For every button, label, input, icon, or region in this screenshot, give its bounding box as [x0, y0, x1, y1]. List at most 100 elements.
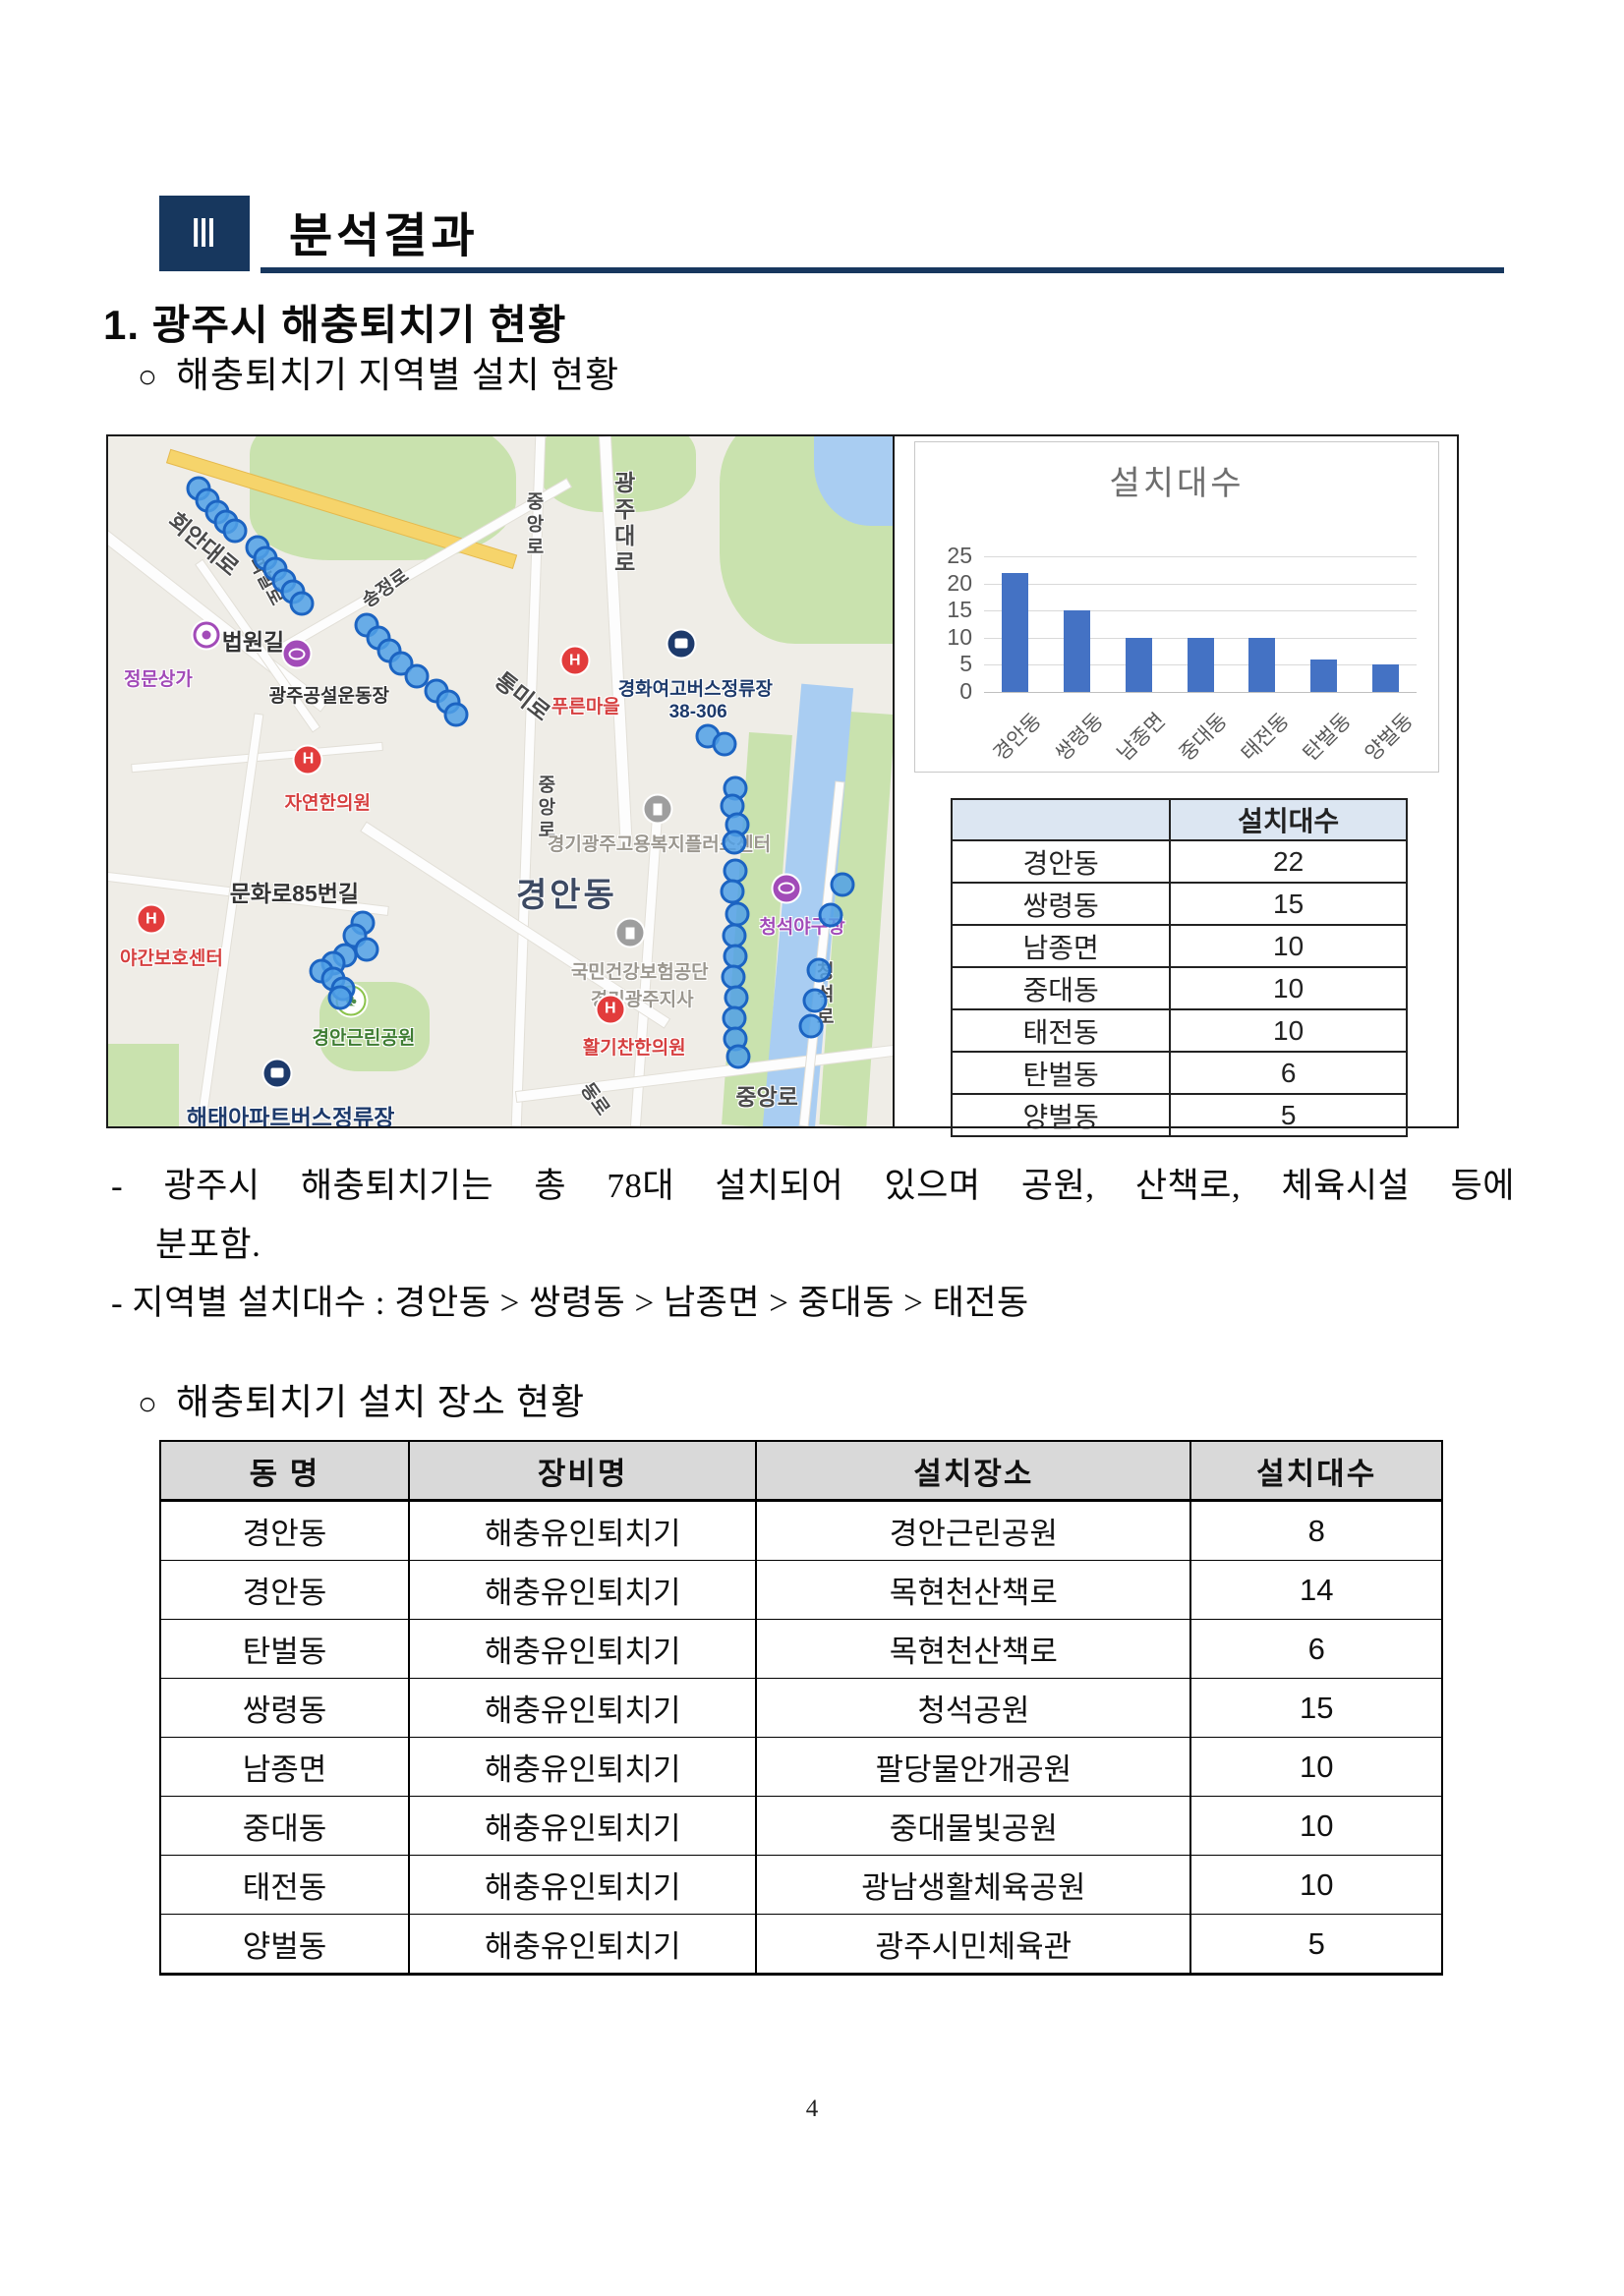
figure-right-panel: 설치대수 0 5 10 15 20 25 경안동 쌍령동 남종면 중대동 태전동 탄벌동 양벌동 설치대… [893, 436, 1457, 1137]
map-marker-pest-repeller [722, 830, 747, 855]
table-cell: 해충유인퇴치기 [407, 1678, 758, 1738]
building-icon [644, 795, 671, 823]
map-marker-pest-repeller [354, 937, 379, 962]
bus-icon [263, 1060, 291, 1087]
chart-ytick-label: 25 [947, 543, 972, 568]
table-row: 태전동 10 [950, 1008, 1408, 1053]
map-label: 경안동 [515, 876, 617, 914]
table-cell: 태전동 [950, 1008, 1172, 1053]
table-cell: 해충유인퇴치기 [407, 1500, 758, 1561]
table-cell: 남종면 [950, 924, 1172, 968]
chart-bar-탄벌동 [1310, 659, 1338, 692]
table-cell: 10 [1169, 1008, 1408, 1053]
table-cell: 해충유인퇴치기 [407, 1737, 758, 1797]
hospital-icon: H [597, 996, 624, 1023]
table-cell: 5 [1189, 1914, 1443, 1976]
map-label: 중앙로 [522, 491, 544, 560]
table-row: 쌍령동 15 [950, 882, 1408, 926]
bullet-region-install-status: ○ 해충퇴치기 지역별 설치 현황 [138, 345, 619, 398]
table-header-cell: 설치장소 [755, 1440, 1192, 1502]
table-cell: 15 [1189, 1678, 1443, 1738]
table-cell: 양벌동 [159, 1914, 410, 1976]
table-cell: 경안근린공원 [755, 1500, 1192, 1561]
table-cell: 5 [1169, 1093, 1408, 1137]
map-label: 경기광주고용복지플러스센터 [547, 834, 772, 856]
map-marker-pest-repeller [798, 1013, 824, 1039]
table-row: 양벌동 해충유인퇴치기 광주시민체육관 5 [159, 1914, 1443, 1976]
table-cell: 광남생활체육공원 [755, 1855, 1192, 1915]
table-cell: 경안동 [950, 839, 1172, 884]
note-total-units: - 광주시 해충퇴치기는 총 78대 설치되어 있으며 공원, 산책로, 체육시… [111, 1167, 1515, 1205]
map-label: 경화여고버스정류장 [617, 679, 774, 701]
table-row: 탄벌동 해충유인퇴치기 목현천산책로 6 [159, 1619, 1443, 1679]
map-marker-pest-repeller [725, 1044, 751, 1069]
table-header-row: 동 명 장비명 설치장소 설치대수 [159, 1440, 1443, 1502]
bullet-text: 해충퇴치기 지역별 설치 현황 [175, 356, 620, 396]
table-cell: 해충유인퇴치기 [407, 1796, 758, 1856]
map-label: 정문상가 [123, 668, 193, 690]
table-row: 중대동 해충유인퇴치기 중대물빛공원 10 [159, 1796, 1443, 1856]
chapter-underline [261, 267, 1504, 273]
map-label: 중앙로 [735, 1083, 798, 1110]
table-cell: 10 [1169, 966, 1408, 1010]
table-cell: 중대물빛공원 [755, 1796, 1192, 1856]
map-marker-pest-repeller [830, 872, 855, 897]
map-label: 해태아파트버스정류장 [186, 1104, 395, 1126]
chart-bar-쌍령동 [1063, 610, 1090, 692]
chart-ytick-label: 20 [947, 569, 972, 596]
install-count-bar-chart: 설치대수 0 5 10 15 20 25 경안동 쌍령동 남종면 중대동 태전동 탄벌동 양벌동 [914, 441, 1439, 773]
table-cell: 목현천산책로 [755, 1560, 1192, 1620]
map-marker-pest-repeller [327, 985, 353, 1010]
table-cell: 광주시민체육관 [755, 1914, 1192, 1976]
chart-xtick-label: 태전동 [1237, 709, 1294, 766]
map-green-area [108, 1043, 179, 1126]
purple-icon [193, 621, 220, 649]
table-cell: 팔당물안개공원 [755, 1737, 1192, 1797]
table-cell: 청석공원 [755, 1678, 1192, 1738]
table-header-cell: 동 명 [159, 1440, 410, 1502]
hospital-icon: H [561, 647, 589, 674]
chapter-title: 분석결과 [289, 210, 479, 262]
table-cell: 해충유인퇴치기 [407, 1560, 758, 1620]
table-header-cell: 장비명 [407, 1440, 758, 1502]
table-header-cell [950, 798, 1172, 841]
chart-xtick-label: 탄벌동 [1299, 709, 1356, 766]
table-cell: 6 [1169, 1051, 1408, 1095]
bus-icon [667, 630, 695, 658]
page-number: 4 [805, 2095, 819, 2122]
chart-ytick-label: 10 [947, 623, 972, 650]
table-cell: 중대동 [159, 1796, 410, 1856]
table-cell: 남종면 [159, 1737, 410, 1797]
table-cell: 10 [1189, 1855, 1443, 1915]
map-marker-pest-repeller [818, 902, 843, 928]
map-green-area [539, 436, 697, 513]
map-marker-pest-repeller [802, 988, 828, 1013]
chart-gridline [984, 692, 1417, 693]
bullet-install-place-status: ○ 해충퇴치기 설치 장소 현황 [138, 1372, 585, 1425]
chart-ytick-label: 5 [959, 651, 972, 677]
map-marker-pest-repeller [712, 731, 737, 757]
table-row: 쌍령동 해충유인퇴치기 청석공원 15 [159, 1678, 1443, 1738]
map-marker-pest-repeller [289, 591, 315, 616]
bullet-text: 해충퇴치기 설치 장소 현황 [175, 1383, 586, 1423]
table-cell: 10 [1189, 1737, 1443, 1797]
install-count-summary-table: 설치대수 경안동 22 쌍령동 15 남종면 10 중대동 10 태전동 10 탄벌동 6 양벌동 5 [950, 798, 1408, 1137]
chart-xtick-label: 중대동 [1175, 709, 1232, 766]
table-cell: 경안동 [159, 1560, 410, 1620]
chart-ytick-label: 15 [947, 597, 972, 623]
bullet-circle-marker: ○ [138, 360, 158, 395]
table-cell: 태전동 [159, 1855, 410, 1915]
chart-gridline [984, 583, 1417, 585]
map-label: 문화로85번길 [229, 880, 360, 906]
stadium-icon [773, 875, 800, 902]
table-header-cell: 설치대수 [1169, 798, 1408, 841]
hospital-icon: H [138, 905, 165, 933]
table-row: 경안동 해충유인퇴치기 경안근린공원 8 [159, 1500, 1443, 1561]
table-row: 경안동 22 [950, 839, 1408, 884]
table-cell: 쌍령동 [950, 882, 1172, 926]
stadium-icon [283, 640, 311, 667]
map-image: 회안대로 파발로 송정로 중앙로 광주대로 법원길 정문상가 광주공설운동장 통미로 푸른마을 경화… [108, 436, 893, 1126]
building-icon [616, 919, 644, 947]
chart-title: 설치대수 [1109, 465, 1245, 502]
